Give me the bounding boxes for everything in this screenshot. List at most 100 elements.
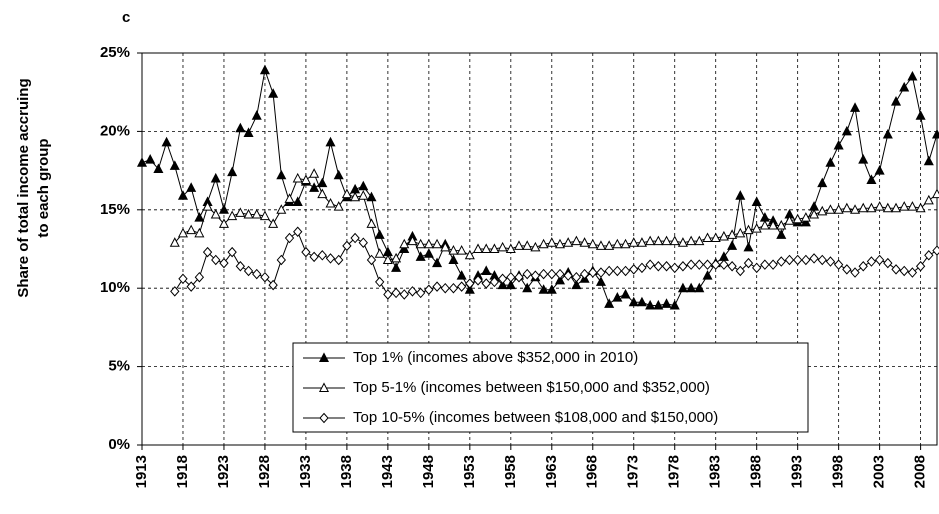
triangle-marker (571, 235, 582, 246)
triangle-marker (636, 296, 647, 307)
diamond-marker (178, 273, 188, 285)
diamond-marker (711, 259, 721, 270)
triangle-marker (595, 276, 606, 286)
diamond-marker (538, 268, 549, 280)
triangle-marker (554, 274, 566, 285)
diamond-marker (743, 257, 754, 269)
diamond-marker (448, 282, 459, 294)
triangle-marker (620, 238, 631, 249)
x-tick-label: 1963 (543, 455, 560, 488)
triangle-marker (825, 204, 836, 214)
triangle-marker (612, 292, 623, 302)
triangle-marker (743, 241, 754, 252)
triangle-marker (243, 127, 254, 137)
triangle-marker (407, 235, 418, 246)
triangle-marker (513, 240, 525, 250)
diamond-marker (366, 254, 377, 266)
diamond-marker (440, 282, 450, 294)
triangle-marker (800, 212, 811, 222)
triangle-marker (850, 204, 861, 214)
diamond-marker (530, 270, 541, 281)
triangle-marker (923, 194, 934, 205)
diamond-marker (407, 286, 418, 297)
triangle-marker (645, 299, 656, 310)
y-tick-label: 20% (100, 122, 130, 139)
triangle-marker (481, 265, 492, 275)
diamond-marker (858, 260, 868, 272)
triangle-marker (391, 262, 402, 272)
triangle-marker (604, 298, 615, 308)
triangle-marker (890, 202, 902, 213)
x-tick-label: 1958 (502, 455, 519, 488)
triangle-marker (505, 279, 516, 290)
triangle-marker (530, 241, 541, 252)
triangle-marker (325, 197, 336, 208)
triangle-marker (735, 227, 746, 238)
diamond-marker (899, 265, 909, 277)
triangle-marker (784, 215, 795, 225)
diamond-marker (555, 268, 565, 280)
triangle-marker (325, 136, 336, 147)
diamond-marker (891, 264, 901, 275)
triangle-marker (350, 191, 361, 202)
triangle-marker (366, 218, 377, 228)
legend-label: Top 10-5% (incomes between $108,000 and … (353, 409, 718, 426)
x-tick-label: 1938 (338, 455, 355, 488)
triangle-marker (161, 136, 172, 147)
triangle-marker (677, 237, 688, 247)
triangle-marker (382, 254, 393, 264)
x-tick-label: 1968 (584, 455, 601, 488)
diamond-marker (358, 237, 368, 248)
triangle-marker (497, 241, 508, 252)
triangle-marker (194, 212, 205, 222)
x-tick-label: 1918 (174, 455, 191, 488)
triangle-marker (751, 196, 762, 206)
triangle-marker (464, 284, 475, 294)
triangle-marker (251, 208, 262, 219)
triangle-marker (841, 125, 852, 136)
diamond-marker (399, 289, 409, 300)
triangle-marker (850, 102, 861, 112)
diamond-marker (768, 259, 778, 270)
triangle-marker (587, 238, 598, 249)
triangle-marker (866, 174, 877, 185)
triangle-marker (866, 202, 877, 213)
triangle-marker (292, 172, 303, 183)
triangle-marker (259, 64, 270, 75)
diamond-marker (547, 268, 557, 280)
x-tick-label: 2008 (912, 455, 929, 488)
triangle-marker (333, 201, 344, 211)
triangle-marker (800, 216, 811, 227)
triangle-marker (841, 202, 852, 213)
x-tick-label: 1988 (748, 455, 765, 488)
diamond-marker (293, 226, 303, 238)
diamond-marker (301, 246, 311, 258)
triangle-marker (177, 227, 189, 238)
triangle-marker (235, 122, 246, 133)
triangle-marker (538, 238, 549, 249)
triangle-marker (464, 249, 475, 260)
diamond-marker (202, 246, 213, 258)
diamond-marker (260, 271, 270, 283)
legend-label: Top 1% (incomes above $352,000 in 2010) (353, 349, 638, 366)
diamond-marker (186, 281, 196, 292)
triangle-marker (825, 157, 836, 167)
triangle-marker (505, 243, 516, 253)
diamond-marker (497, 273, 508, 285)
triangle-marker (645, 235, 656, 246)
diamond-marker (866, 256, 877, 267)
diamond-marker (489, 276, 500, 288)
diamond-marker (342, 240, 352, 252)
x-tick-label: 2003 (871, 455, 888, 488)
diamond-marker (809, 253, 819, 264)
diamond-marker (252, 268, 262, 280)
triangle-marker (169, 237, 180, 247)
triangle-marker (571, 279, 582, 290)
diamond-marker (415, 287, 426, 299)
triangle-marker (481, 243, 492, 253)
diamond-marker (309, 251, 319, 263)
legend-box (292, 342, 809, 433)
triangle-marker (612, 238, 623, 249)
triangle-marker (817, 177, 828, 188)
diamond-marker (604, 265, 614, 277)
